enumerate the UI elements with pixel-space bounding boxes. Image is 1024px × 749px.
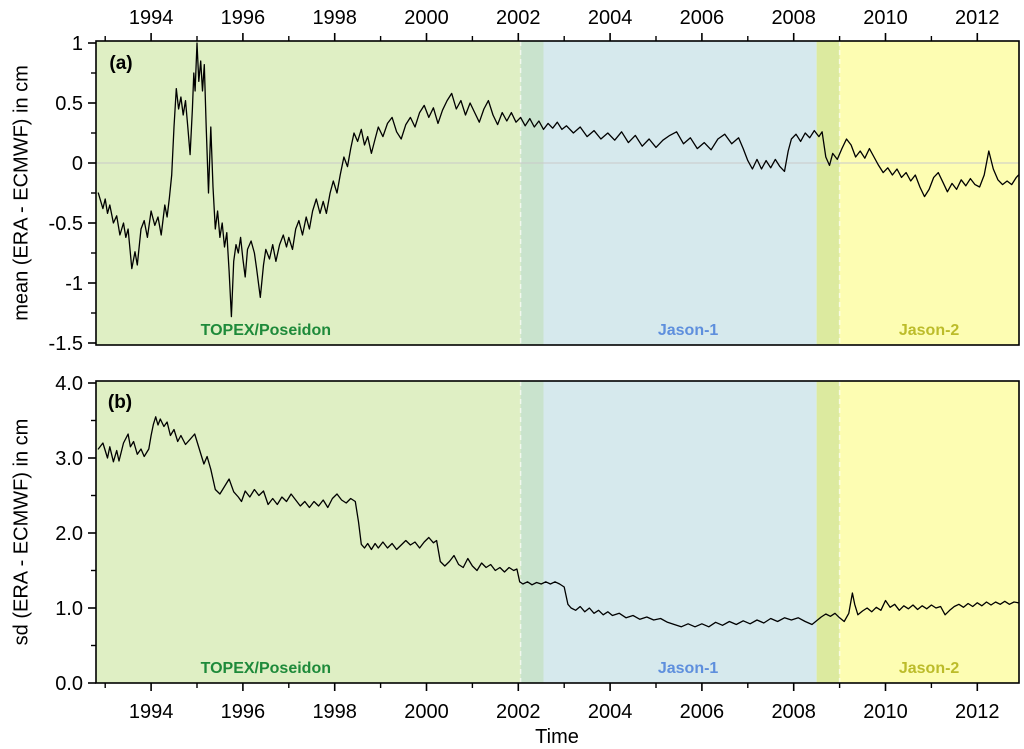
y-tick-label: -1.5	[49, 333, 83, 355]
x-tick-label: 1994	[129, 7, 174, 29]
band-jason1-jason2-overlap	[816, 41, 840, 345]
band-topex-period	[96, 381, 521, 683]
y-tick-label: 1.0	[55, 598, 83, 620]
x-tick-label: 2008	[771, 701, 816, 723]
series-line-mean	[97, 42, 1019, 318]
band-topex-jason1-overlap	[520, 41, 544, 345]
panel-b: 4.0 3.0 2.0 1.0 0.0 1994 1996 1998 2000 2002 2004 2…	[55, 373, 1020, 723]
panel-b-y-axis-title: sd (ERA - ECMWF) in cm	[10, 418, 33, 646]
band-jason1-period	[543, 41, 817, 345]
x-tick-label: 2004	[588, 7, 633, 29]
band-topex-period	[96, 41, 521, 345]
band-jason2-period	[839, 381, 1020, 683]
band-jason1-period	[543, 381, 817, 683]
x-tick-label: 2000	[404, 7, 449, 29]
mission-label-jason-2: Jason-2	[899, 660, 960, 677]
panel-a-y-axis-title: mean (ERA - ECMWF) in cm	[10, 65, 33, 321]
x-tick-label: 2010	[863, 7, 908, 29]
x-tick-label: 2012	[955, 701, 1000, 723]
x-tick-label: 2012	[955, 7, 1000, 29]
y-tick-label: -1	[65, 273, 83, 295]
mission-label-jason-1: Jason-1	[658, 660, 719, 677]
x-tick-label: 1994	[129, 701, 174, 723]
mission-label-topex-poseidon: TOPEX/Poseidon	[201, 660, 331, 677]
x-tick-label: 1998	[312, 701, 357, 723]
panel-frame	[95, 380, 1020, 684]
y-tick-label: 2.0	[55, 523, 83, 545]
y-tick-label: 0.5	[55, 93, 83, 115]
y-tick-label: 3.0	[55, 448, 83, 470]
band-topex-jason1-overlap	[520, 381, 544, 683]
mission-label-topex-poseidon: TOPEX/Poseidon	[201, 322, 331, 339]
mission-label-jason-2: Jason-2	[899, 322, 960, 339]
panel-a: 1 0.5 0 -0.5 -1 -1.5 1994 1996 1998 2000 2002 2004 2…	[49, 7, 1020, 355]
x-tick-label: 2008	[771, 7, 816, 29]
band-jason2-period	[839, 41, 1020, 345]
y-tick-label: 1	[72, 33, 83, 55]
series-line-sd	[97, 416, 1019, 628]
x-tick-label: 1996	[221, 7, 266, 29]
band-jason1-jason2-overlap	[816, 381, 840, 683]
panel-a-letter: (a)	[109, 53, 133, 74]
x-tick-label: 1996	[221, 701, 266, 723]
y-tick-label: 4.0	[55, 373, 83, 395]
x-axis-title: Time	[535, 726, 579, 748]
y-tick-label: 0	[72, 153, 83, 175]
x-tick-label: 2006	[680, 701, 725, 723]
x-tick-label: 1998	[312, 7, 357, 29]
x-tick-label: 2000	[404, 701, 449, 723]
panel-b-letter: (b)	[107, 392, 133, 413]
x-tick-label: 2006	[680, 7, 725, 29]
x-tick-label: 2010	[863, 701, 908, 723]
mission-label-jason-1: Jason-1	[658, 322, 719, 339]
x-tick-label: 2004	[588, 701, 633, 723]
x-tick-label: 2002	[496, 7, 541, 29]
y-tick-label: -0.5	[49, 213, 83, 235]
y-tick-label: 0.0	[55, 673, 83, 695]
x-tick-label: 2002	[496, 701, 541, 723]
